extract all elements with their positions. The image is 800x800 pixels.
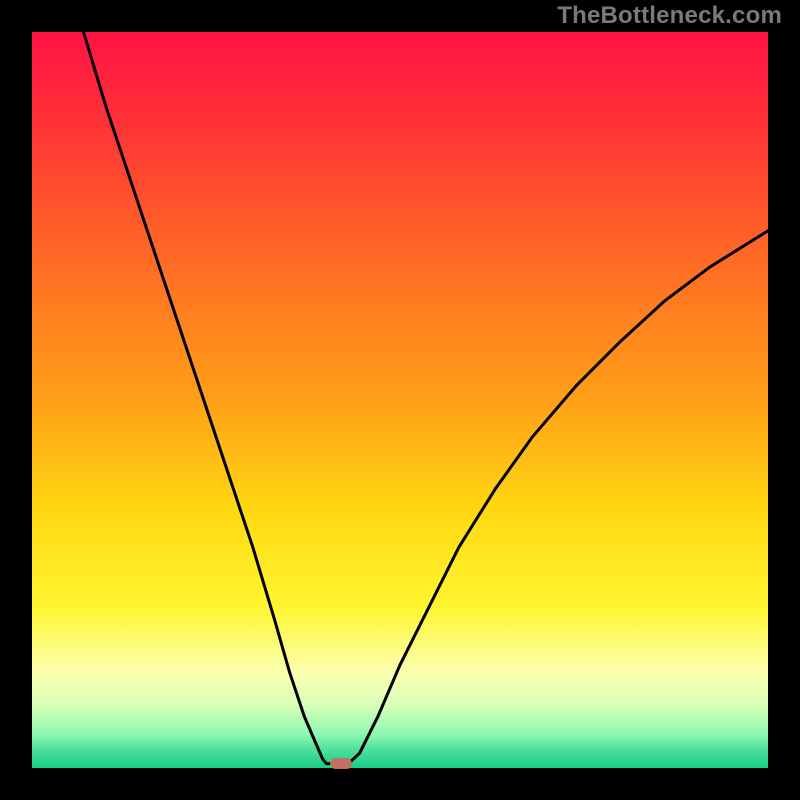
plot-area [32, 32, 768, 768]
chart-container: TheBottleneck.com [0, 0, 800, 800]
bottleneck-curve [32, 32, 768, 768]
optimum-marker [330, 758, 352, 769]
watermark-text: TheBottleneck.com [557, 2, 782, 30]
curve-path [84, 32, 768, 764]
